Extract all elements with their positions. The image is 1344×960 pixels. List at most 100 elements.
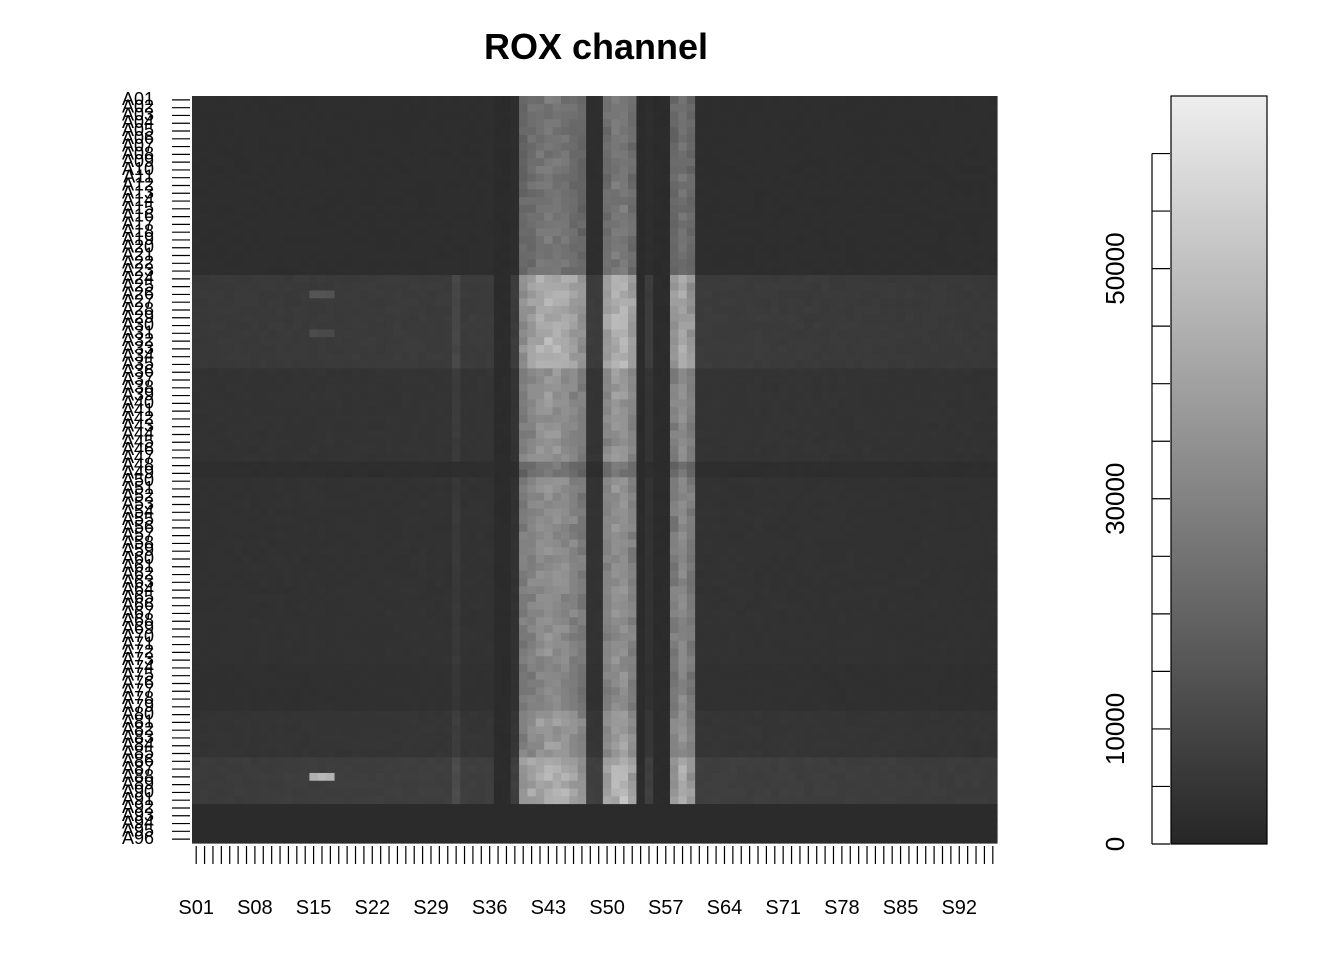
heatmap-cell: [284, 134, 294, 144]
heatmap-cell: [426, 469, 436, 478]
heatmap-cell: [326, 251, 336, 261]
heatmap-cell: [879, 204, 889, 214]
heatmap-cell: [829, 391, 839, 401]
heatmap-cell: [745, 181, 755, 190]
heatmap-cell: [938, 415, 948, 424]
heatmap-cell: [879, 96, 889, 105]
heatmap-cell: [217, 150, 227, 159]
heatmap-cell: [267, 399, 277, 408]
heatmap-cell: [451, 150, 461, 159]
heatmap-cell: [544, 345, 554, 354]
heatmap-cell: [787, 485, 797, 494]
heatmap-cell: [200, 166, 210, 175]
heatmap-cell: [711, 228, 721, 237]
heatmap-cell: [426, 352, 436, 362]
heatmap-cell: [653, 438, 663, 447]
heatmap-cell: [938, 345, 948, 354]
heatmap-cell: [980, 173, 990, 183]
heatmap-cell: [628, 134, 638, 144]
heatmap-cell: [477, 142, 487, 152]
heatmap-cell: [737, 119, 747, 128]
heatmap-cell: [326, 485, 336, 494]
heatmap-cell: [535, 329, 545, 338]
heatmap-cell: [275, 407, 285, 416]
heatmap-cell: [837, 415, 847, 424]
heatmap-cell: [804, 430, 814, 439]
heatmap-cell: [971, 485, 981, 494]
heatmap-cell: [602, 298, 612, 307]
heatmap-cell: [544, 259, 554, 268]
heatmap-cell: [267, 166, 277, 175]
heatmap-cell: [619, 461, 629, 471]
heatmap-cell: [795, 352, 805, 362]
heatmap-cell: [745, 306, 755, 315]
heatmap-cell: [661, 391, 671, 401]
heatmap-cell: [192, 422, 201, 432]
heatmap-cell: [493, 321, 503, 331]
heatmap-cell: [594, 197, 604, 206]
heatmap-cell: [510, 376, 520, 385]
heatmap-cell: [250, 212, 260, 222]
heatmap-cell: [192, 267, 201, 276]
heatmap-cell: [334, 220, 344, 229]
heatmap-cell: [887, 236, 897, 245]
heatmap-cell: [552, 111, 562, 120]
heatmap-cell: [217, 368, 227, 377]
heatmap-cell: [636, 228, 646, 237]
heatmap-cell: [653, 422, 663, 432]
heatmap-cell: [611, 399, 621, 408]
heatmap-cell: [426, 329, 436, 338]
heatmap-cell: [401, 383, 411, 393]
heatmap-cell: [820, 243, 830, 253]
heatmap-cell: [468, 360, 478, 369]
heatmap-cell: [418, 134, 428, 144]
heatmap-cell: [988, 204, 998, 214]
heatmap-cell: [326, 197, 336, 206]
heatmap-cell: [938, 243, 948, 253]
heatmap-cell: [502, 329, 512, 338]
heatmap-cell: [208, 329, 218, 338]
heatmap-cell: [460, 321, 470, 331]
heatmap-cell: [535, 352, 545, 362]
heatmap-cell: [728, 313, 738, 323]
heatmap-cell: [988, 127, 998, 136]
heatmap-cell: [250, 243, 260, 253]
heatmap-cell: [233, 345, 243, 354]
heatmap-cell: [795, 492, 805, 502]
heatmap-cell: [921, 259, 931, 268]
heatmap-cell: [762, 236, 772, 245]
heatmap-cell: [267, 391, 277, 401]
heatmap-cell: [963, 134, 973, 144]
heatmap-cell: [418, 376, 428, 385]
heatmap-cell: [896, 407, 906, 416]
heatmap-cell: [342, 119, 352, 128]
heatmap-cell: [787, 383, 797, 393]
heatmap-cell: [544, 197, 554, 206]
heatmap-cell: [384, 158, 394, 167]
heatmap-cell: [804, 313, 814, 323]
heatmap-cell: [778, 430, 788, 439]
heatmap-cell: [871, 422, 881, 432]
heatmap-cell: [896, 383, 906, 393]
heatmap-cell: [921, 282, 931, 292]
heatmap-cell: [594, 111, 604, 120]
heatmap-cell: [644, 376, 654, 385]
heatmap-cell: [192, 485, 201, 494]
heatmap-cell: [619, 228, 629, 237]
heatmap-cell: [770, 166, 780, 175]
heatmap-cell: [208, 150, 218, 159]
heatmap-cell: [326, 329, 336, 338]
heatmap-cell: [770, 407, 780, 416]
heatmap-cell: [493, 485, 503, 494]
heatmap-cell: [946, 485, 956, 494]
heatmap-cell: [242, 150, 252, 159]
heatmap-cell: [669, 228, 679, 237]
heatmap-cell: [393, 422, 403, 432]
heatmap-cell: [795, 446, 805, 455]
heatmap-cell: [317, 485, 327, 494]
heatmap-cell: [326, 383, 336, 393]
heatmap-cell: [711, 477, 721, 486]
heatmap-cell: [451, 345, 461, 354]
heatmap-cell: [233, 485, 243, 494]
heatmap-cell: [846, 236, 856, 245]
